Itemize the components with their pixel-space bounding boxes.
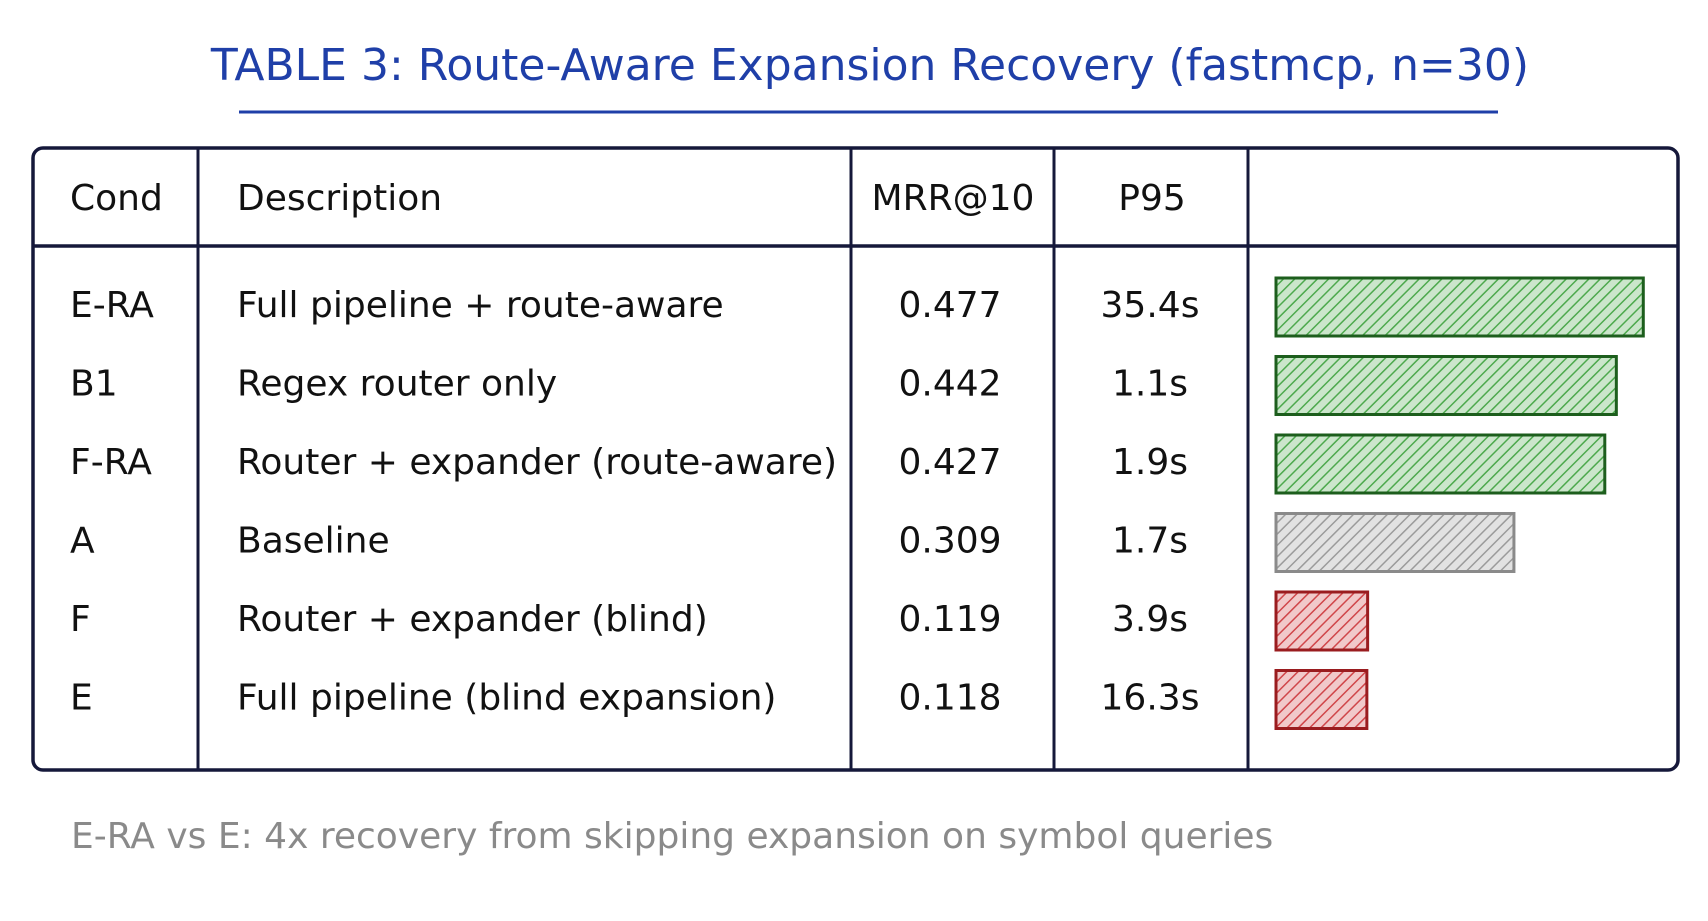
cond-cell: B1 xyxy=(70,364,118,405)
description-cell: Regex router only xyxy=(237,364,557,405)
cond-cell: E-RA xyxy=(70,285,154,326)
mrr-cell: 0.427 xyxy=(898,442,1001,483)
column-rules xyxy=(196,148,1250,770)
table-frame xyxy=(31,146,1680,772)
column-header: MRR@10 xyxy=(872,178,1035,219)
column-header: Description xyxy=(237,178,442,219)
bar xyxy=(1274,590,1370,652)
p95-cell: 1.7s xyxy=(1112,521,1188,562)
column-header: P95 xyxy=(1118,178,1186,219)
mrr-cell: 0.119 xyxy=(898,599,1001,640)
title: TABLE 3: Route-Aware Expansion Recovery … xyxy=(210,40,1529,91)
footnote: E-RA vs E: 4x recovery from skipping exp… xyxy=(71,816,1273,857)
p95-cell: 35.4s xyxy=(1101,285,1200,326)
description-cell: Full pipeline + route-aware xyxy=(237,285,724,326)
bar xyxy=(1274,512,1516,573)
cond-cell: F-RA xyxy=(70,442,152,483)
description-cell: Baseline xyxy=(237,521,390,562)
cond-cell: A xyxy=(70,521,95,562)
description-cell: Router + expander (blind) xyxy=(237,599,708,640)
mrr-cell: 0.118 xyxy=(898,678,1001,719)
column-header: Cond xyxy=(70,178,163,219)
mrr-cell: 0.309 xyxy=(898,521,1001,562)
description-cell: Router + expander (route-aware) xyxy=(237,442,837,483)
bar xyxy=(1274,355,1618,416)
p95-cell: 3.9s xyxy=(1112,599,1188,640)
bar xyxy=(1274,669,1369,730)
p95-cell: 1.9s xyxy=(1112,442,1188,483)
p95-cell: 16.3s xyxy=(1101,678,1200,719)
p95-cell: 1.1s xyxy=(1112,364,1188,405)
mrr-cell: 0.477 xyxy=(898,285,1001,326)
bar xyxy=(1274,276,1645,338)
cond-cell: F xyxy=(70,599,91,640)
mrr-cell: 0.442 xyxy=(898,364,1001,405)
bar xyxy=(1274,433,1607,495)
description-cell: Full pipeline (blind expansion) xyxy=(237,678,776,719)
cond-cell: E xyxy=(70,678,93,719)
